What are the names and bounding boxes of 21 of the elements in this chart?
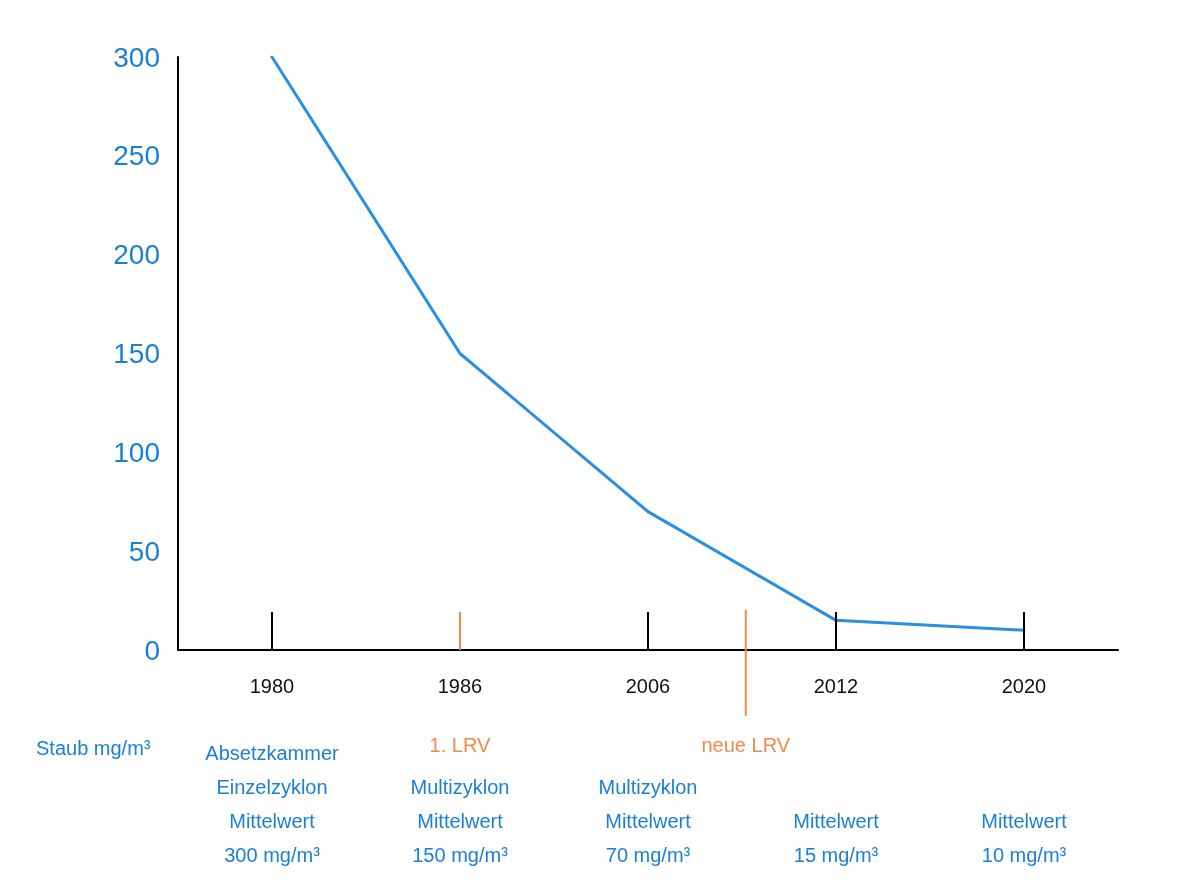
y-tick-label: 250 bbox=[113, 140, 160, 172]
y-tick-label: 150 bbox=[113, 338, 160, 369]
x-tick-label: 1986 bbox=[437, 675, 483, 697]
text: Mittelwert 10 mg/m³ bbox=[981, 810, 1068, 866]
text: Mittelwert 15 mg/m³ bbox=[793, 810, 880, 866]
y-tick-label: 100 bbox=[113, 436, 160, 468]
x-tick-label: 2020 bbox=[1001, 675, 1047, 697]
line-series bbox=[270, 55, 1026, 632]
y-tick-label: 200 bbox=[113, 239, 160, 271]
text: neue LRV bbox=[701, 734, 791, 756]
text: Multizyklon Mittelwert 70 mg/m³ bbox=[598, 776, 698, 866]
y-tick-label: 300 bbox=[113, 41, 160, 73]
y-tick-label: 50 bbox=[128, 535, 160, 567]
x-tick-label: 1980 bbox=[249, 675, 295, 697]
y-tick-label: 0 bbox=[144, 634, 160, 666]
text: Absetzkammer Einzelzyklon Mittelwert 300 mg/m³ bbox=[205, 742, 340, 866]
x-tick-label: 2012 bbox=[813, 675, 859, 697]
text: 1. LRV bbox=[429, 734, 492, 756]
x-tick-label: 2006 bbox=[625, 675, 671, 697]
y-axis-title: Staub mg/m³ bbox=[36, 737, 151, 759]
text: Multizyklon Mittelwert 150 mg/m³ bbox=[410, 776, 510, 866]
